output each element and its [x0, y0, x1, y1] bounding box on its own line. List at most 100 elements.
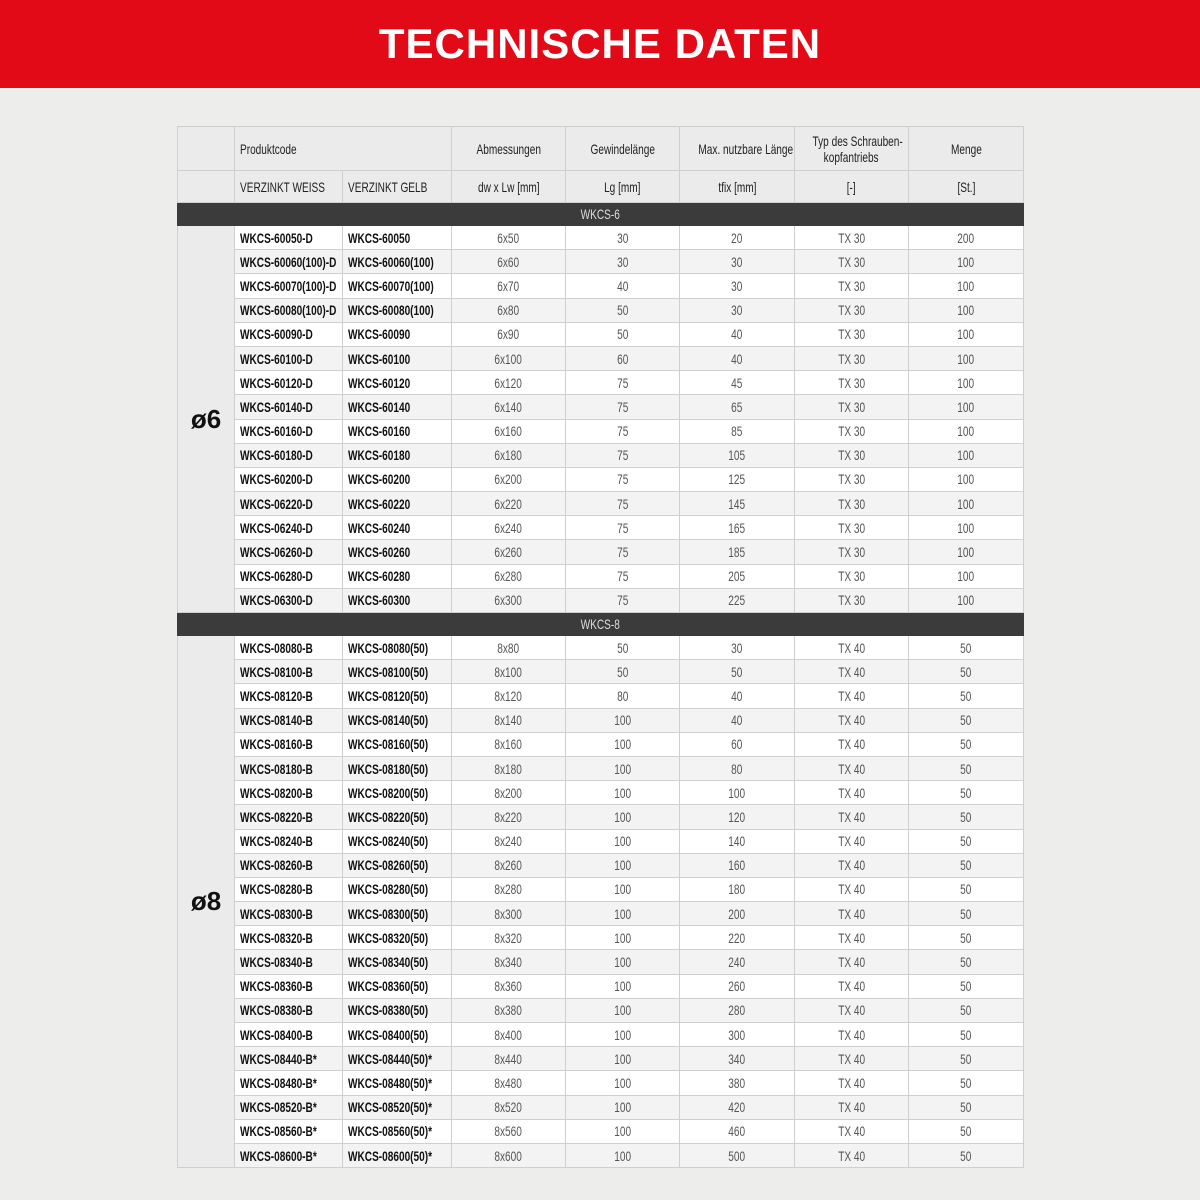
cell-abmessungen: 8x220	[451, 804, 567, 830]
cell-code-gelb: WKCS-60100	[341, 345, 453, 372]
header-abmessungen: Abmessungen	[451, 126, 567, 171]
cell-antrieb: TX 40	[794, 828, 910, 854]
cell-code-weiss: WKCS-60050-D	[234, 224, 343, 251]
cell-max-laenge: 160	[679, 852, 796, 878]
cell-antrieb: TX 30	[794, 394, 910, 420]
cell-gewindelaenge: 75	[565, 491, 681, 517]
cell-abmessungen: 8x100	[451, 659, 567, 685]
cell-antrieb: TX 40	[794, 683, 910, 709]
cell-abmessungen: 8x360	[451, 973, 567, 999]
cell-abmessungen: 8x600	[451, 1142, 567, 1169]
header-gewindelaenge: Gewindelänge	[565, 126, 681, 171]
cell-menge: 50	[908, 1094, 1025, 1120]
cell-code-weiss: WKCS-08080-B	[234, 634, 343, 661]
cell-code-gelb: WKCS-60300	[341, 587, 453, 614]
cell-code-weiss: WKCS-08300-B	[234, 901, 343, 927]
cell-antrieb: TX 30	[794, 273, 910, 299]
cell-max-laenge: 30	[679, 297, 796, 323]
cell-code-weiss: WKCS-08400-B	[234, 1021, 343, 1048]
cell-abmessungen: 6x70	[451, 273, 567, 299]
cell-menge: 50	[908, 1021, 1025, 1048]
cell-abmessungen: 8x480	[451, 1070, 567, 1096]
cell-gewindelaenge: 100	[565, 1118, 681, 1144]
table-row: WKCS-60180-D WKCS-60180 6x180 75 105 TX 30 100	[178, 442, 1025, 468]
cell-antrieb: TX 30	[794, 563, 910, 589]
cell-code-weiss: WKCS-08280-B	[234, 876, 343, 903]
cell-code-weiss: WKCS-60140-D	[234, 394, 343, 420]
cell-code-gelb: WKCS-08400(50)	[341, 1021, 453, 1048]
cell-menge: 50	[908, 852, 1025, 878]
cell-max-laenge: 40	[679, 683, 796, 709]
cell-gewindelaenge: 100	[565, 925, 681, 951]
cell-gewindelaenge: 50	[565, 659, 681, 685]
cell-menge: 100	[908, 370, 1025, 396]
cell-antrieb: TX 30	[794, 491, 910, 517]
cell-gewindelaenge: 40	[565, 273, 681, 299]
cell-menge: 100	[908, 587, 1025, 614]
cell-max-laenge: 220	[679, 925, 796, 951]
cell-abmessungen: 8x340	[451, 949, 567, 975]
cell-max-laenge: 80	[679, 755, 796, 782]
cell-code-gelb: WKCS-08200(50)	[341, 780, 453, 806]
cell-code-weiss: WKCS-08180-B	[234, 755, 343, 782]
cell-menge: 50	[908, 1142, 1025, 1169]
cell-max-laenge: 30	[679, 273, 796, 299]
cell-gewindelaenge: 100	[565, 828, 681, 854]
cell-menge: 100	[908, 418, 1025, 444]
cell-max-laenge: 50	[679, 659, 796, 685]
cell-code-gelb: WKCS-08300(50)	[341, 901, 453, 927]
cell-code-gelb: WKCS-60200	[341, 466, 453, 493]
cell-max-laenge: 225	[679, 587, 796, 614]
table-row: WKCS-08400-B WKCS-08400(50) 8x400 100 300 TX …	[178, 1021, 1025, 1048]
cell-max-laenge: 85	[679, 418, 796, 444]
cell-menge: 50	[908, 755, 1025, 782]
cell-gewindelaenge: 50	[565, 321, 681, 347]
unit-gewindelaenge: Lg [mm]	[565, 170, 681, 203]
cell-gewindelaenge: 75	[565, 587, 681, 614]
cell-menge: 100	[908, 563, 1025, 589]
table-row: WKCS-60200-D WKCS-60200 6x200 75 125 TX 30 100	[178, 466, 1025, 493]
cell-max-laenge: 45	[679, 370, 796, 396]
cell-gewindelaenge: 100	[565, 755, 681, 782]
table-row: WKCS-08440-B* WKCS-08440(50)* 8x440 100 340 T…	[178, 1046, 1025, 1072]
cell-antrieb: TX 30	[794, 370, 910, 396]
cell-code-weiss: WKCS-08200-B	[234, 780, 343, 806]
cell-menge: 50	[908, 997, 1025, 1024]
cell-abmessungen: 8x400	[451, 1021, 567, 1048]
cell-menge: 50	[908, 901, 1025, 927]
cell-antrieb: TX 40	[794, 731, 910, 757]
cell-code-weiss: WKCS-06280-D	[234, 563, 343, 589]
header-verzinkt-weiss: VERZINKT WEISS	[234, 170, 343, 203]
header-typ: Typ des Schrauben-kopfantriebs	[794, 126, 910, 171]
cell-gewindelaenge: 75	[565, 515, 681, 541]
cell-antrieb: TX 40	[794, 1118, 910, 1144]
cell-abmessungen: 8x200	[451, 780, 567, 806]
cell-abmessungen: 8x140	[451, 707, 567, 733]
cell-code-gelb: WKCS-08600(50)*	[341, 1142, 453, 1169]
cell-abmessungen: 8x300	[451, 901, 567, 927]
cell-code-gelb: WKCS-08380(50)	[341, 997, 453, 1024]
cell-code-weiss: WKCS-60090-D	[234, 321, 343, 347]
cell-max-laenge: 240	[679, 949, 796, 975]
cell-gewindelaenge: 75	[565, 418, 681, 444]
cell-code-gelb: WKCS-60240	[341, 515, 453, 541]
cell-code-gelb: WKCS-08260(50)	[341, 852, 453, 878]
cell-max-laenge: 30	[679, 634, 796, 661]
cell-code-gelb: WKCS-60050	[341, 224, 453, 251]
cell-gewindelaenge: 75	[565, 442, 681, 468]
cell-antrieb: TX 40	[794, 949, 910, 975]
cell-abmessungen: 8x160	[451, 731, 567, 757]
cell-antrieb: TX 30	[794, 321, 910, 347]
section-header: WKCS-6	[176, 202, 1025, 226]
title-banner: TECHNISCHE DATEN	[0, 0, 1200, 88]
table-row: WKCS-06220-D WKCS-60220 6x220 75 145 TX 30 100	[178, 491, 1025, 517]
cell-max-laenge: 145	[679, 491, 796, 517]
cell-menge: 50	[908, 707, 1025, 733]
table-row: WKCS-60070(100)-D WKCS-60070(100) 6x70 40 30…	[178, 273, 1025, 299]
cell-antrieb: TX 30	[794, 297, 910, 323]
cell-code-weiss: WKCS-08120-B	[234, 683, 343, 709]
cell-code-weiss: WKCS-06300-D	[234, 587, 343, 614]
cell-abmessungen: 8x520	[451, 1094, 567, 1120]
cell-code-gelb: WKCS-60220	[341, 491, 453, 517]
cell-antrieb: TX 40	[794, 659, 910, 685]
